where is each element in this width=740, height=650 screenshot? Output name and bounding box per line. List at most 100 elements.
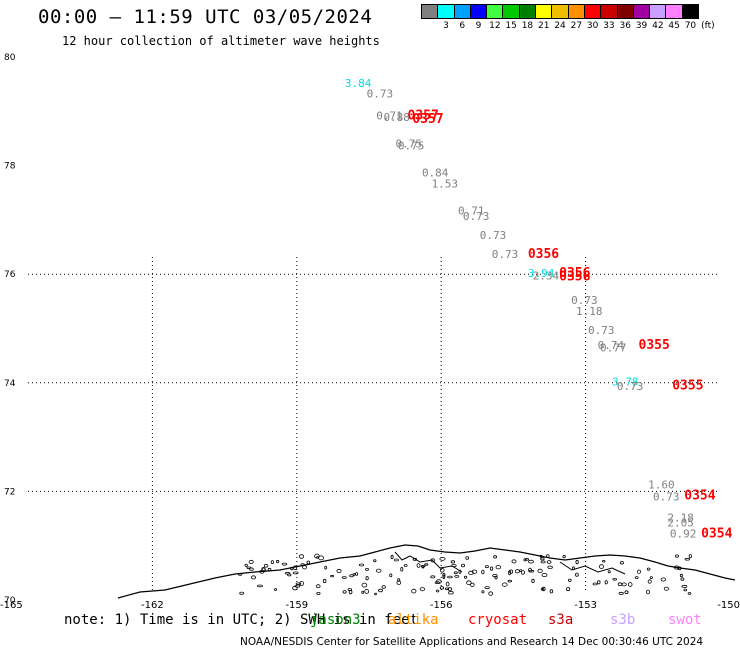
lake-mark [566,587,571,592]
x-tick-label: -150 [717,600,740,611]
legend-swatch [567,4,585,19]
lake-mark [619,561,624,565]
y-tick-label: 78 [4,162,16,172]
x-tick-label: -156 [430,600,453,611]
lake-mark [364,589,370,594]
legend-label: 33 [603,21,615,31]
lake-mark [501,582,508,587]
lake-mark [390,554,394,560]
lake-mark [439,557,446,561]
lake-mark [300,563,305,566]
lake-mark [471,569,478,574]
lake-mark [400,566,404,572]
lake-mark [393,558,399,562]
lake-mark [492,573,498,578]
legend-swatch [600,4,618,19]
legend-swatch [649,4,667,19]
legend-label: 9 [475,21,482,31]
swh-value-label: 0.73 [653,491,680,504]
lake-mark [634,576,639,579]
y-tick-label: 76 [4,270,16,280]
legend-swatch [469,4,488,19]
lake-mark [540,587,545,591]
lake-mark [442,572,446,578]
lake-mark [302,565,307,570]
y-axis: 70 72 74 76 78 80 [4,53,16,606]
lake-mark [592,582,598,586]
lake-mark [299,581,304,586]
lake-mark [525,557,530,561]
legend-swatch [632,4,651,19]
lake-mark [465,556,470,560]
lake-mark [520,570,526,575]
lake-mark [365,576,369,581]
lake-mark [673,565,680,570]
lake-mark [528,569,535,573]
legend-label: 70 [684,21,697,31]
legend-swatches [421,4,700,19]
lake-mark [683,588,688,592]
legend-unit: (ft) [701,21,715,31]
lake-mark [575,559,579,565]
legend-label: 39 [635,21,648,31]
lake-mark [627,582,633,587]
lake-mark [292,585,298,591]
lake-mark [330,574,335,578]
lake-mark [539,554,543,558]
lake-mark [270,560,274,564]
legend-swatch [583,4,602,19]
swh-value-label: 0.73 [480,229,507,242]
x-tick-label: -153 [574,600,597,611]
swh-value-label: 0.73 [367,88,394,101]
lake-mark [361,590,365,594]
lake-mark [679,573,683,578]
lake-mark [687,592,692,595]
coast-inlet [394,551,463,573]
legend-label: 18 [521,21,534,31]
swh-value-label: 3.84 [345,77,372,90]
lake-mark [295,582,302,585]
y-tick-label: 80 [4,53,16,63]
lake-mark [681,584,688,588]
lake-mark [365,568,369,571]
swh-value-label: 0.71 [376,109,403,122]
footer-credit: NOAA/NESDIS Center for Satellite Applica… [240,636,704,648]
swh-value-label: 3.94 [528,267,555,280]
lake-mark [424,563,429,566]
lake-mark [680,577,685,581]
lake-mark [444,587,450,591]
lake-mark [355,572,359,576]
lake-mark [458,569,462,574]
lake-mark [646,589,651,595]
swh-value-label: 0.74 [598,339,625,352]
legend-label: 30 [586,21,599,31]
lake-mark [567,578,572,582]
lake-mark [488,591,494,596]
coast-inlet-east [559,561,626,575]
lake-mark [450,560,456,564]
lake-mark [466,580,472,585]
x-tick-label: -159 [285,600,308,611]
lake-mark [649,576,653,579]
legend-swatch [486,4,504,19]
footer-note: note: 1) Time is in UTC; 2) SWH is in fe… [64,612,419,628]
swh-value-label: 1.60 [648,479,675,492]
swh-value-label: 0.92 [670,528,697,541]
x-tick-label: -162 [141,600,164,611]
legend-swatch [681,4,700,19]
legend-swatch [551,4,569,19]
legend-labels: 3 6 9 12 15 18 21 24 27 30 33 36 39 42 45 70 (ft) [422,19,715,31]
lake-mark [663,586,670,591]
pass-time-label: 0356 [559,270,590,285]
lake-mark [660,577,666,582]
lake-mark [481,569,485,575]
lake-mark [256,584,263,588]
pass-time-label: 0354 [701,527,732,542]
color-legend: 3 6 9 12 15 18 21 24 27 30 33 36 39 42 45 70 (ft) [421,4,715,31]
legend-swatch [437,4,455,19]
lake-mark [493,555,498,559]
x-tick-label: -165 [0,600,23,611]
legend-label: 12 [489,21,501,31]
lake-mark [249,567,254,571]
lake-mark [684,557,690,561]
